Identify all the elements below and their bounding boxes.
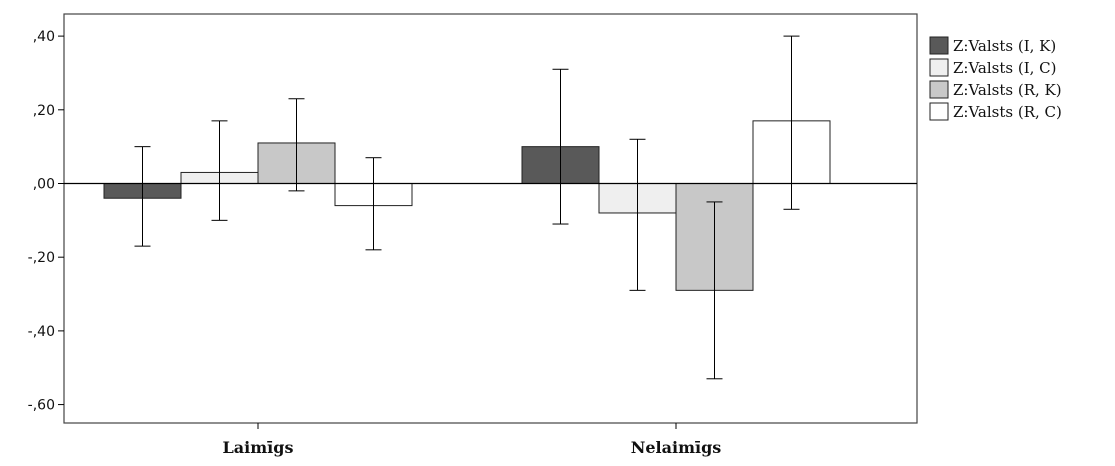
legend-swatch-4 [929,102,949,121]
y-tick-label: ,20 [33,103,55,119]
y-tick-label: -,40 [28,324,55,340]
legend-label-4: Z:Valsts (R, C) [953,103,1062,121]
y-tick-label: ,00 [33,176,55,192]
x-category-label: Nelaimīgs [631,438,722,457]
y-tick-label: -,20 [28,250,55,266]
x-axis: Laimīgs Nelaimīgs [223,423,722,457]
y-tick-label: ,40 [33,29,55,45]
legend-swatch-3 [929,80,949,99]
y-tick-label: -,60 [28,398,55,414]
legend-swatch-2 [929,58,949,77]
legend-swatch-1 [929,36,949,55]
error-bars [134,35,800,380]
legend: Z:Valsts (I, K) Z:Valsts (I, C) Z:Valsts (… [929,36,1062,121]
x-category-label: Laimīgs [223,438,294,457]
legend-label-1: Z:Valsts (I, K) [953,37,1056,55]
legend-label-3: Z:Valsts (R, K) [953,81,1062,99]
y-axis: ,40 ,20 ,00 -,20 -,40 -,60 [28,29,64,414]
legend-label-2: Z:Valsts (I, C) [953,59,1057,77]
plot-frame [63,13,918,424]
